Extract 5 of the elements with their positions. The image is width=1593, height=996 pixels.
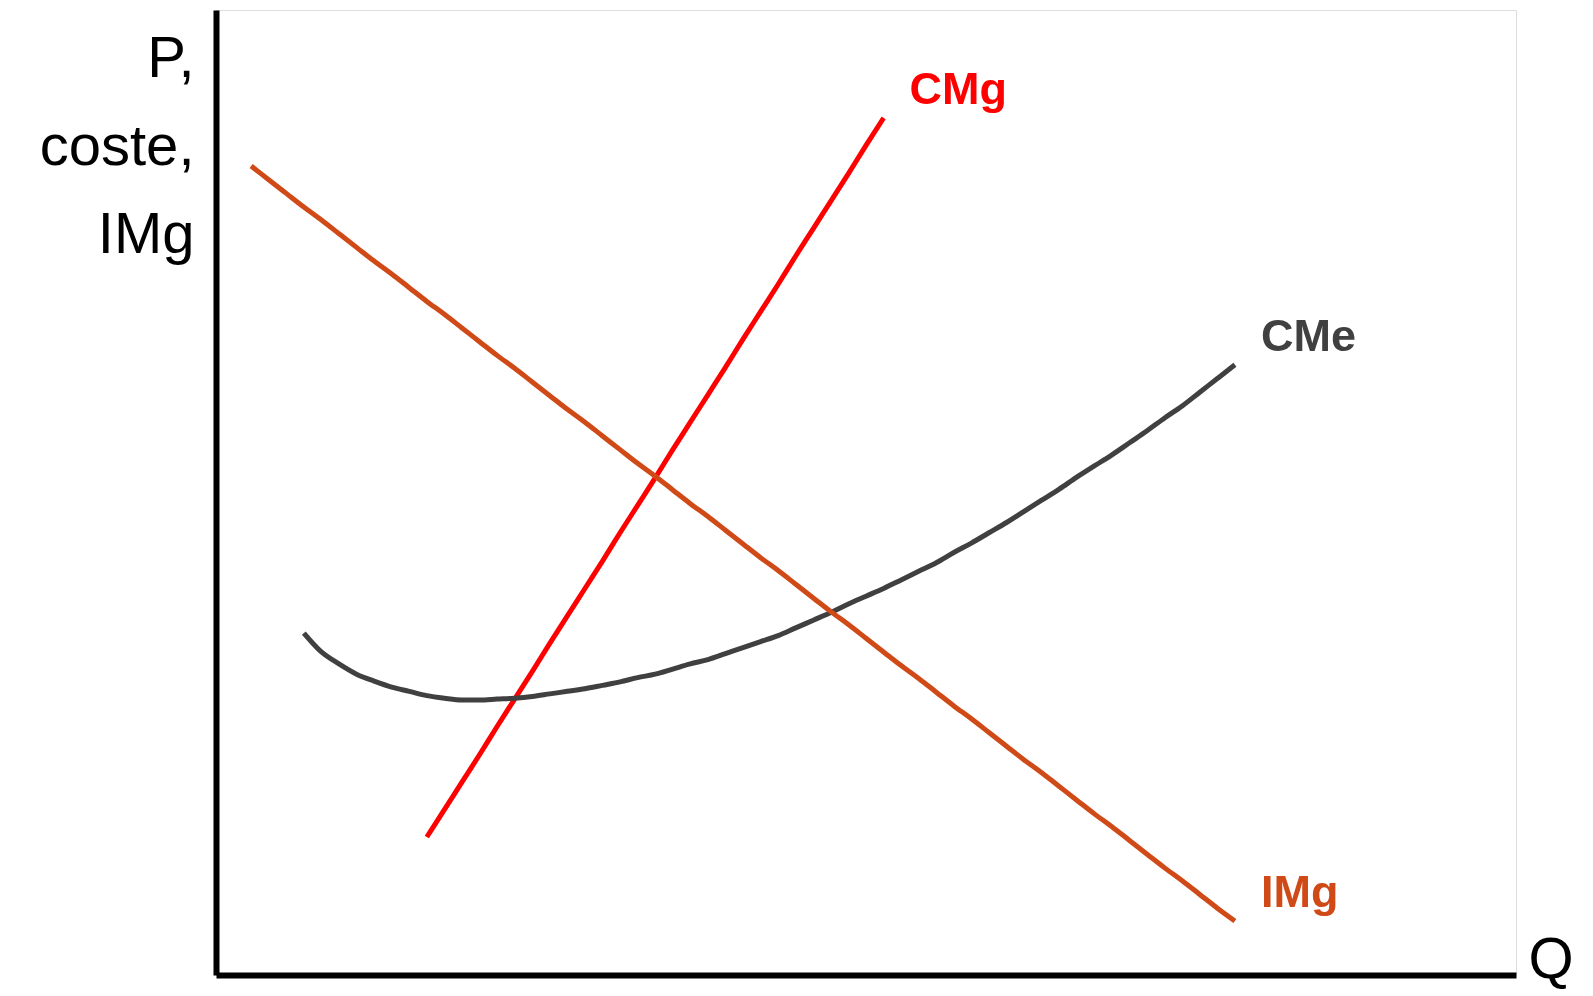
x-axis-title: Q [1528, 924, 1574, 990]
series-label: CMe [1260, 309, 1356, 361]
series-label: IMg [1260, 866, 1339, 918]
y-axis-title: P, coste, IMg [39, 23, 195, 265]
series-label: CMg [909, 62, 1008, 114]
